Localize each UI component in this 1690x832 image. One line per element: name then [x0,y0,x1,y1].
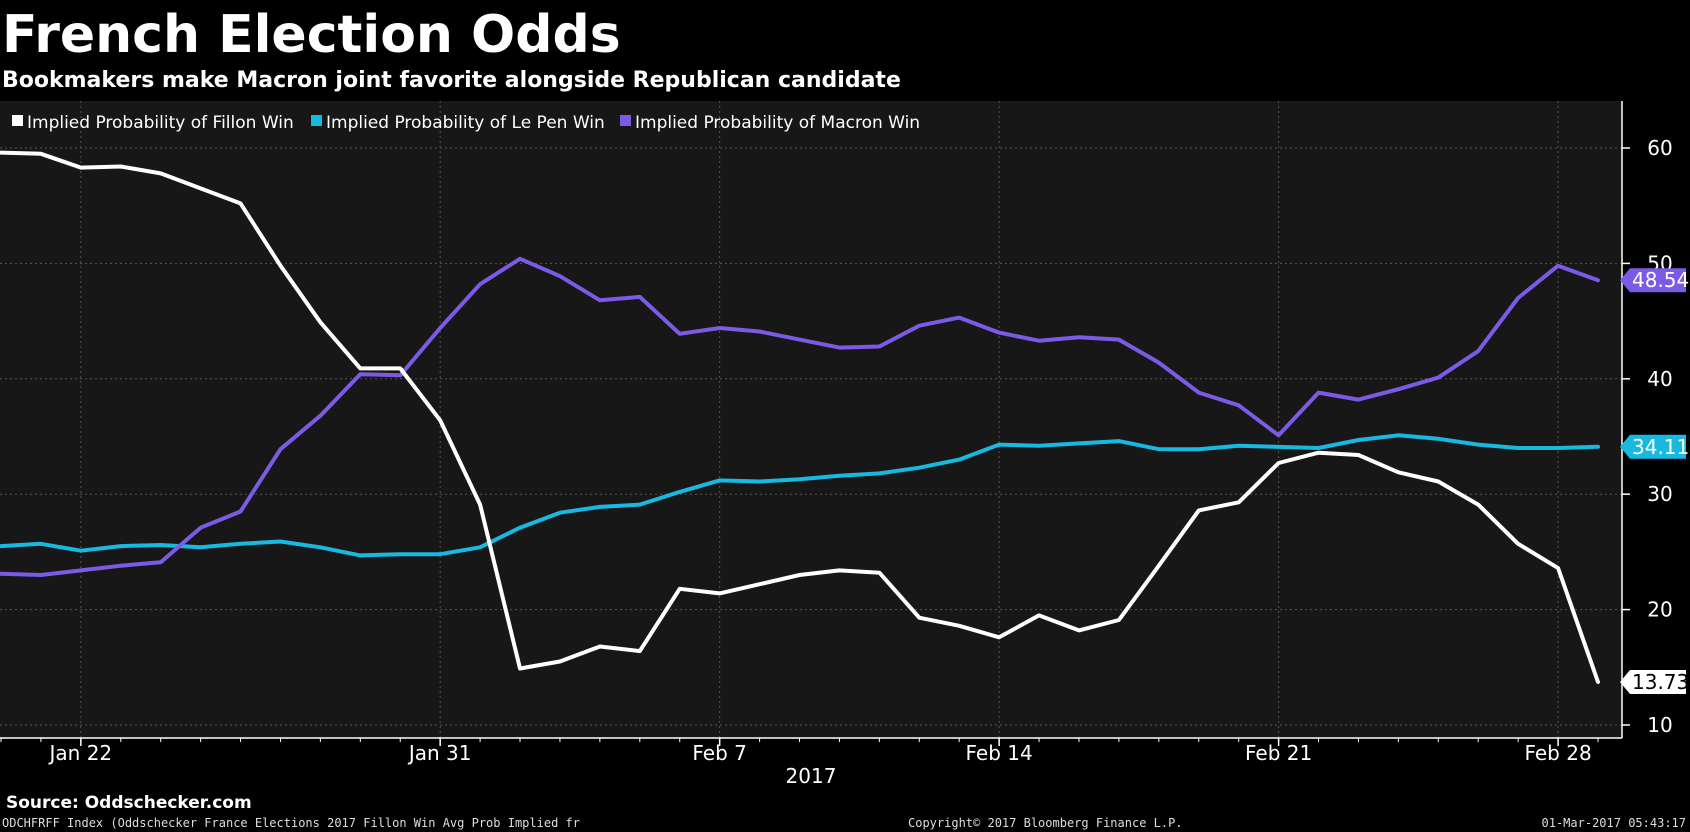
legend-swatch [311,115,322,126]
last-value-label: 13.73 [1632,670,1689,694]
last-value-label: 48.54 [1632,268,1689,292]
x-tick-label: Feb 28 [1524,741,1591,765]
last-value-tag-shape [1620,669,1686,694]
series-lines [0,150,1600,684]
legend-label: Implied Probability of Macron Win [635,113,920,133]
series-line-1 [0,433,1600,558]
last-value-label: 34.11 [1632,435,1689,459]
legend-swatch [12,115,23,126]
x-tick-label: Feb 7 [692,741,747,765]
footer-bar [0,814,1690,832]
last-value-tag: 34.11 [1620,434,1689,459]
x-axis-title: 2017 [786,764,837,788]
source-note: Source: Oddschecker.com [6,793,252,813]
last-value-tag-shape [1620,268,1686,293]
y-tick-label: 60 [1647,136,1672,160]
copyright-notice: Copyright© 2017 Bloomberg Finance L.P. [908,816,1183,830]
x-tick-label: Jan 31 [407,741,472,765]
series-line-2 [0,256,1600,577]
timestamp: 01-Mar-2017 05:43:17 [1541,816,1687,830]
series-line-0 [0,150,1600,684]
x-tick-label: Feb 14 [966,741,1033,765]
y-tick-label: 10 [1647,713,1672,737]
y-tick-label: 20 [1647,598,1672,622]
y-tick-label: 40 [1647,367,1672,391]
legend: Implied Probability of Fillon Win Implied… [12,113,920,133]
last-value-tag: 13.73 [1620,669,1689,694]
chart-title: French Election Odds [2,5,621,65]
legend-swatch [620,115,631,126]
x-tick-label: Jan 22 [48,741,113,765]
gridlines [0,101,1622,738]
index-description: ODCHFRFF Index (Oddschecker France Elect… [2,816,580,830]
x-tick-label: Feb 21 [1245,741,1312,765]
legend-label: Implied Probability of Fillon Win [27,113,294,133]
last-value-labels: 13.73 34.11 48.54 [1620,268,1689,694]
last-value-tag: 48.54 [1620,268,1689,293]
chart-subtitle: Bookmakers make Macron joint favorite al… [2,68,901,93]
last-value-tag-shape [1620,434,1686,459]
y-tick-label: 30 [1647,482,1672,506]
legend-label: Implied Probability of Le Pen Win [326,113,605,133]
plot-background [0,101,1622,738]
